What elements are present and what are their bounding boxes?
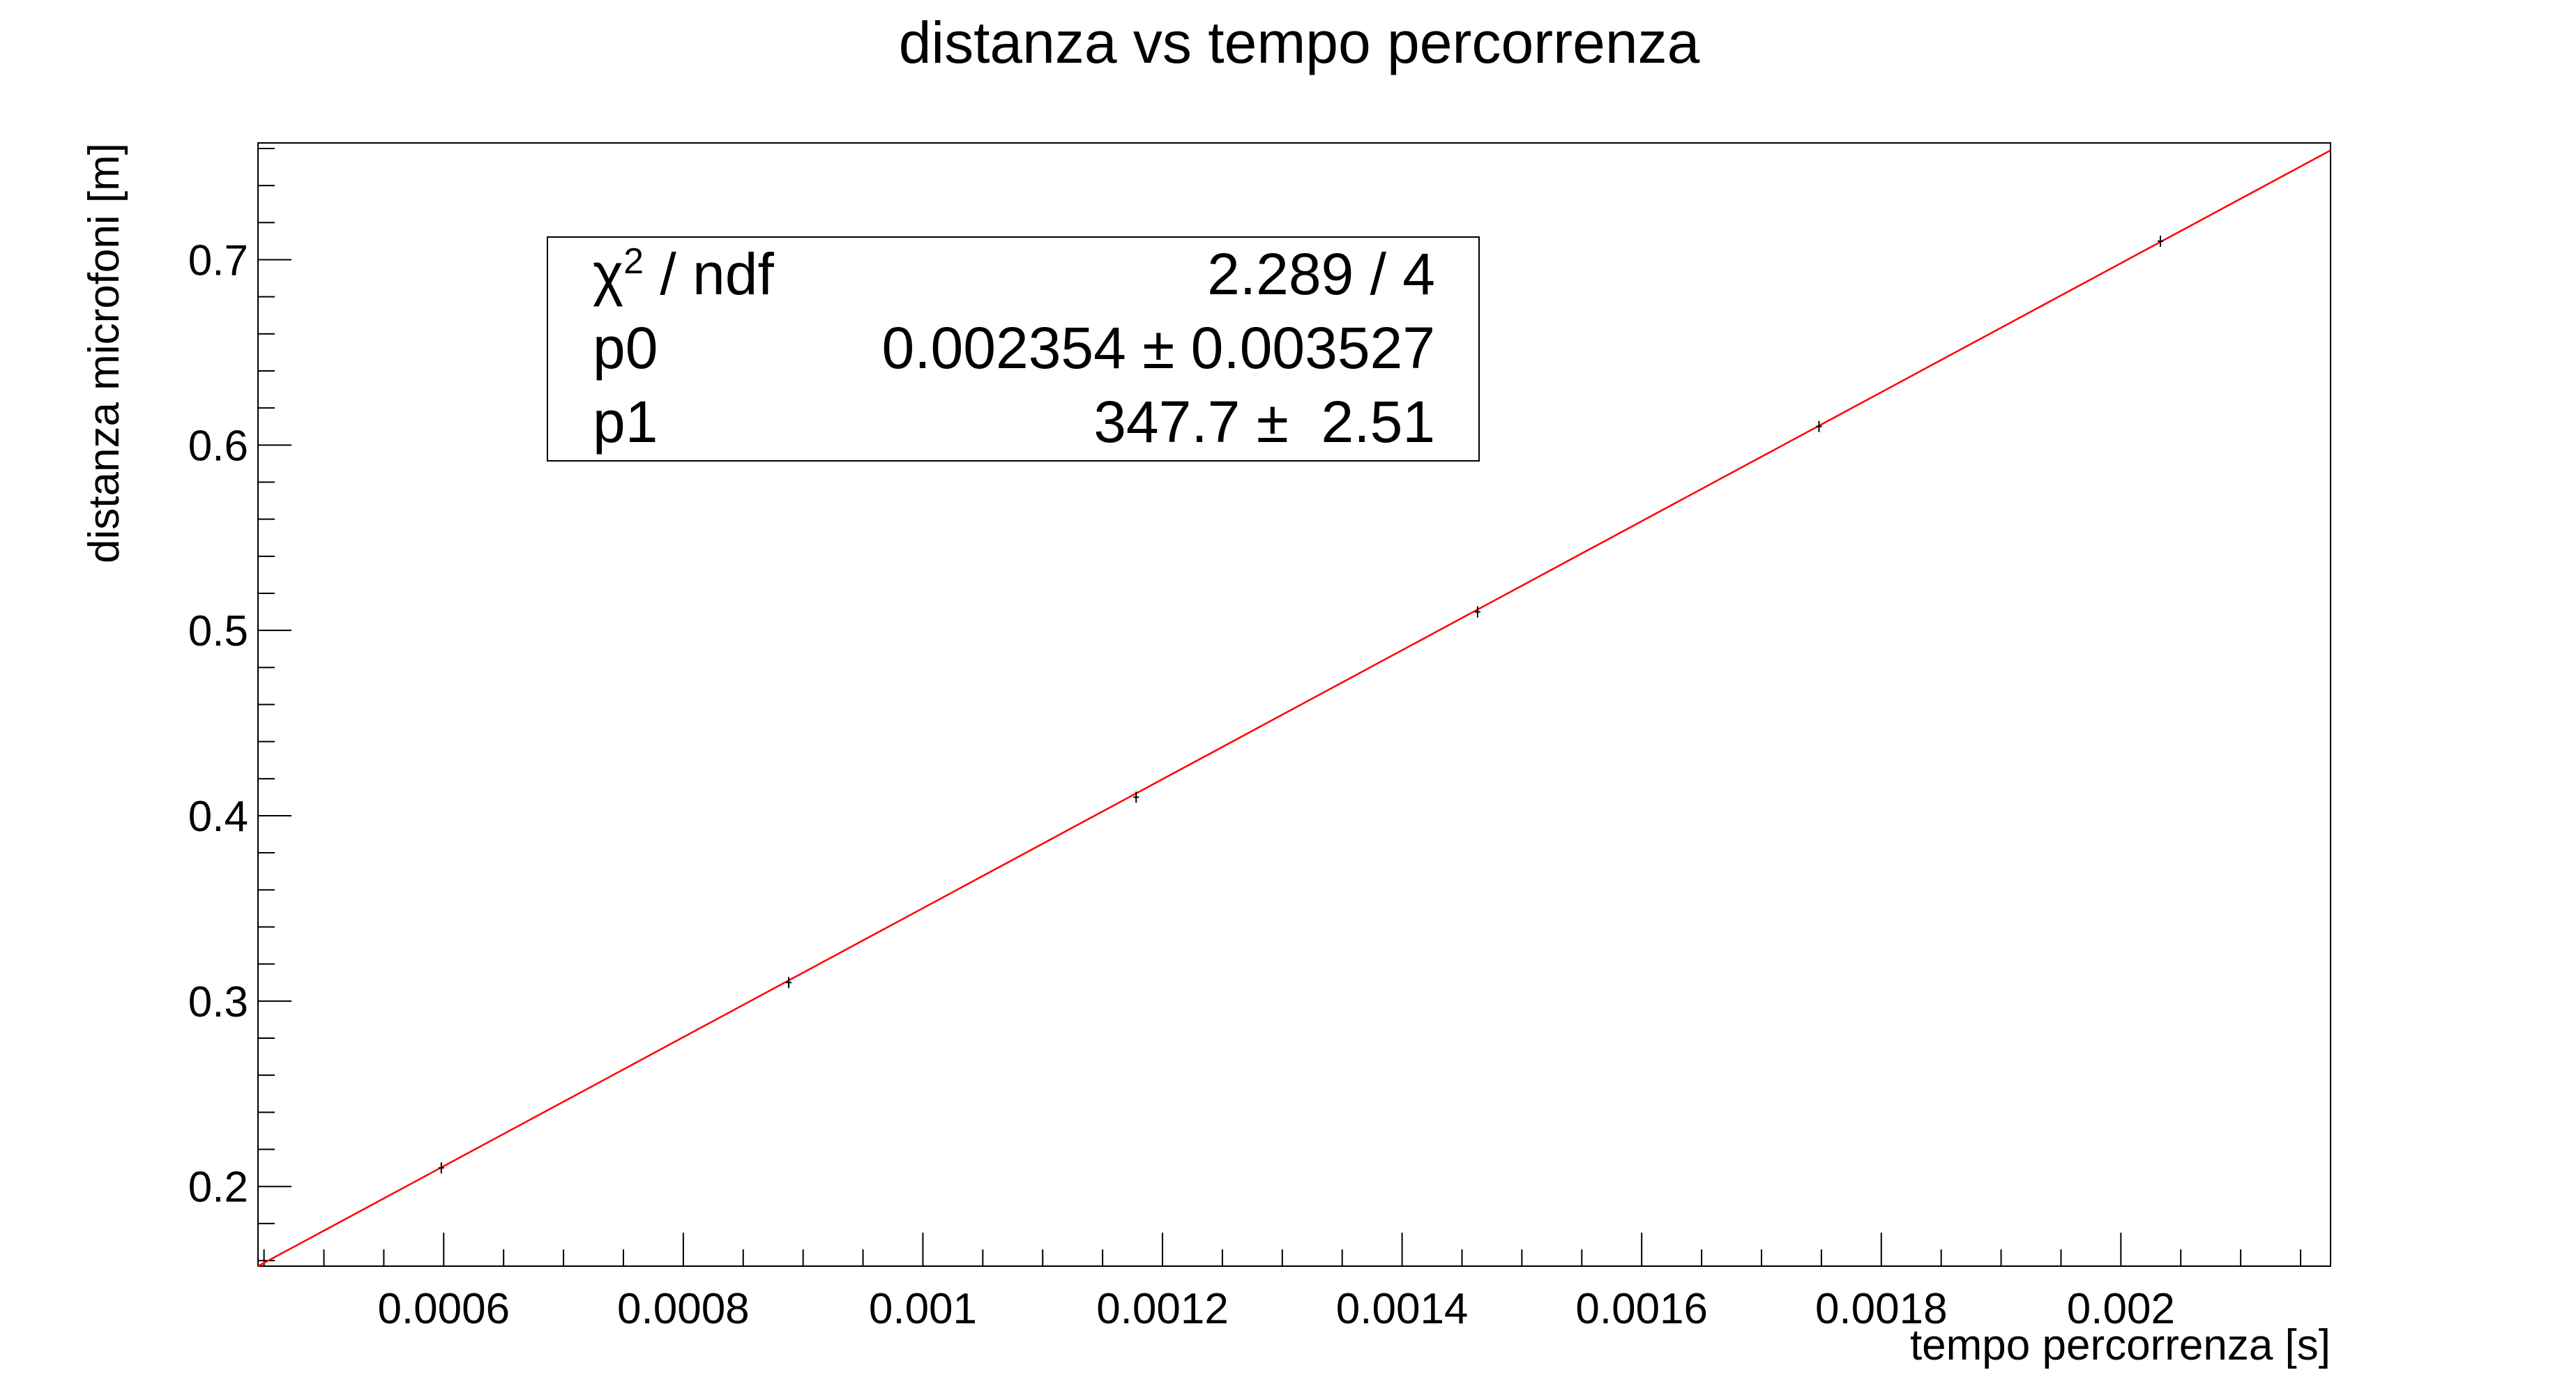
y-tick-label: 0.7 bbox=[188, 236, 248, 284]
data-point bbox=[1816, 420, 1822, 432]
data-point bbox=[1133, 791, 1139, 803]
x-tick-label: 0.001 bbox=[869, 1285, 977, 1333]
stats-chi2-label: χ2 / ndf bbox=[593, 241, 774, 307]
x-tick-label: 0.0016 bbox=[1575, 1285, 1708, 1333]
data-points bbox=[438, 235, 2164, 1174]
y-tick-label: 0.3 bbox=[188, 978, 248, 1026]
stats-p1-label: p1 bbox=[593, 389, 658, 455]
y-axis-label: distanza microfoni [m] bbox=[80, 143, 128, 563]
x-axis-label: tempo percorrenza [s] bbox=[1910, 1321, 2331, 1369]
y-tick-label: 0.2 bbox=[188, 1164, 248, 1212]
y-axis: 0.2 0.3 0.4 0.5 0.6 0.7 bbox=[188, 147, 291, 1262]
y-tick-label: 0.4 bbox=[188, 793, 248, 841]
stats-chi-label-rest: / ndf bbox=[644, 241, 774, 307]
x-tick-label: 0.0012 bbox=[1096, 1285, 1229, 1333]
data-point bbox=[2158, 235, 2164, 247]
stats-p0-label: p0 bbox=[593, 315, 658, 381]
x-tick-label: 0.0014 bbox=[1336, 1285, 1469, 1333]
x-tick-label: 0.0006 bbox=[377, 1285, 510, 1333]
fit-line bbox=[257, 149, 2331, 1268]
stats-chi-symbol: χ bbox=[593, 241, 623, 307]
y-tick-label: 0.6 bbox=[188, 422, 248, 470]
x-tick-label: 0.0008 bbox=[617, 1285, 750, 1333]
data-point bbox=[1474, 606, 1480, 618]
stats-box: χ2 / ndf 2.289 / 4 p0 0.002354 ± 0.00352… bbox=[547, 236, 1480, 462]
x-tick-label: 0.002 bbox=[2067, 1285, 2175, 1333]
data-point bbox=[438, 1162, 444, 1174]
chart-title: distanza vs tempo percorrenza bbox=[899, 10, 1700, 75]
stats-p0-value: 0.002354 ± 0.003527 bbox=[882, 315, 1436, 381]
stats-chi-superscript: 2 bbox=[623, 241, 644, 282]
y-tick-label: 0.5 bbox=[188, 607, 248, 655]
data-point bbox=[786, 977, 792, 989]
fit-line-layer bbox=[257, 149, 2331, 1268]
stats-box-frame bbox=[547, 236, 1480, 462]
x-axis: 0.0006 0.0008 0.001 0.0012 0.0014 0.0016 0.001… bbox=[263, 1233, 2302, 1333]
stats-chi2-value: 2.289 / 4 bbox=[1207, 241, 1435, 307]
x-tick-label: 0.0018 bbox=[1815, 1285, 1948, 1333]
stats-p1-value: 347.7 ± 2.51 bbox=[1093, 389, 1435, 455]
